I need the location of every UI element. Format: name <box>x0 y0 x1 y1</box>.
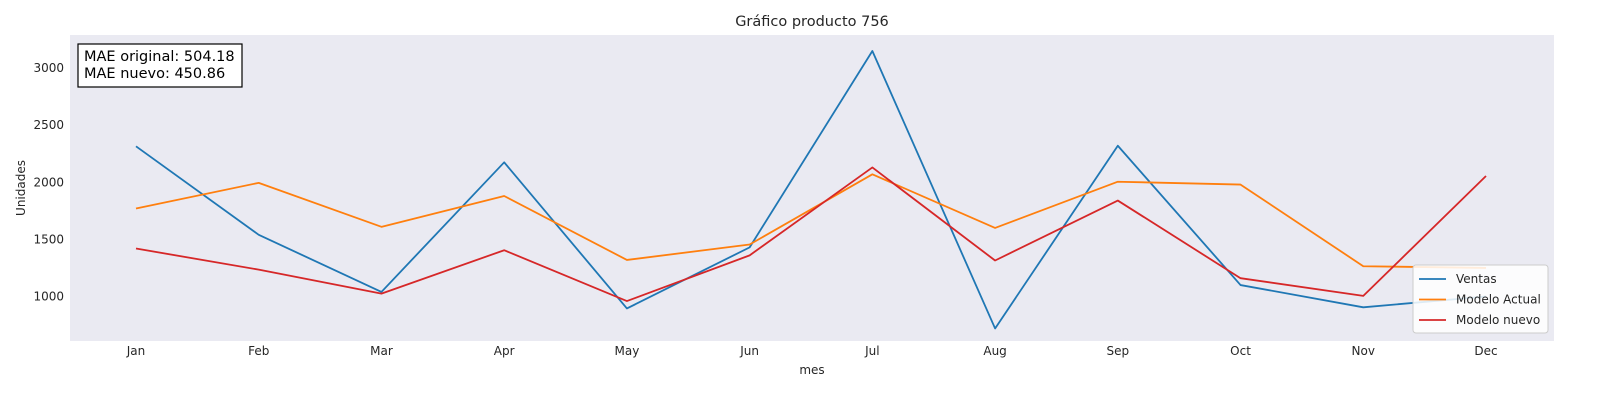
annotation-line-1: MAE original: 504.18 <box>84 49 235 65</box>
legend-label-modelo-actual: Modelo Actual <box>1456 293 1541 307</box>
x-tick-label: Nov <box>1352 344 1375 358</box>
legend: Ventas Modelo Actual Modelo nuevo <box>1412 264 1549 334</box>
x-tick-label: Feb <box>248 344 269 358</box>
x-tick-label: Oct <box>1230 344 1251 358</box>
x-tick-label: May <box>615 344 640 358</box>
x-tick-label: Jul <box>864 344 879 358</box>
y-tick-label: 2000 <box>33 175 64 189</box>
x-axis-ticks: Jan Feb Mar Apr May Jun Jul Aug Sep Oct Nov Dec <box>126 344 1498 358</box>
series-line-modelo-nuevo <box>135 166 1487 302</box>
plot-area <box>70 35 1554 341</box>
x-tick-label: Jun <box>739 344 759 358</box>
series-line-modelo-actual <box>135 173 1487 269</box>
x-axis-label: mes <box>799 363 824 377</box>
x-tick-label: Sep <box>1107 344 1130 358</box>
y-axis-ticks: 1000 1500 2000 2500 3000 <box>33 61 64 303</box>
x-tick-label: Aug <box>983 344 1006 358</box>
y-tick-label: 2500 <box>33 118 64 132</box>
annotation-box: MAE original: 504.18 MAE nuevo: 450.86 <box>77 43 243 88</box>
y-tick-label: 1500 <box>33 232 64 246</box>
y-tick-label: 3000 <box>33 61 64 75</box>
x-tick-label: Apr <box>494 344 515 358</box>
x-tick-label: Mar <box>370 344 393 358</box>
series-line-ventas <box>135 50 1487 330</box>
y-axis-label: Unidades <box>14 160 28 216</box>
chart-title: Gráfico producto 756 <box>735 14 889 30</box>
annotation-line-2: MAE nuevo: 450.86 <box>84 66 225 82</box>
x-tick-label: Dec <box>1474 344 1497 358</box>
legend-label-ventas: Ventas <box>1456 272 1497 286</box>
legend-label-modelo-nuevo: Modelo nuevo <box>1456 313 1540 327</box>
series-lines <box>135 50 1487 330</box>
x-tick-label: Jan <box>126 344 146 358</box>
y-tick-label: 1000 <box>33 289 64 303</box>
